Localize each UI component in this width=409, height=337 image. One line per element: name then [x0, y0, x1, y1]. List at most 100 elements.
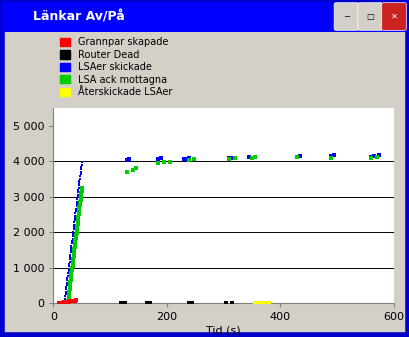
Point [72, 240, 79, 245]
Point [64, 299, 71, 305]
Point [70, 224, 77, 230]
Point [72, 206, 79, 211]
Point [69, 238, 75, 244]
Point [69, 236, 76, 241]
Point [77, 171, 83, 177]
Point [68, 299, 74, 304]
Legend: Grannpar skapade, Router Dead, LSAer skickade, LSA ack mottagna, Återskickade LS: Grannpar skapade, Router Dead, LSAer ski… [58, 35, 173, 99]
Point [74, 221, 81, 226]
Point [72, 242, 78, 247]
Point [69, 241, 75, 246]
Point [70, 298, 76, 304]
Point [56, 300, 63, 306]
Point [256, 300, 263, 305]
Point [75, 183, 82, 188]
Point [63, 282, 70, 287]
Point [72, 213, 79, 218]
Point [71, 222, 77, 227]
Point [160, 159, 167, 165]
Point [155, 160, 161, 165]
X-axis label: Tid (s): Tid (s) [206, 325, 240, 335]
Point [231, 155, 238, 160]
Point [76, 181, 83, 186]
Text: −: − [342, 12, 349, 21]
Point [77, 197, 83, 203]
Point [78, 193, 84, 198]
Point [69, 261, 76, 266]
Point [251, 155, 257, 160]
Point [78, 186, 85, 191]
Point [72, 298, 79, 303]
Point [254, 300, 260, 305]
Point [225, 156, 232, 161]
Point [60, 300, 66, 305]
Point [66, 261, 72, 267]
Point [72, 233, 79, 238]
Point [66, 289, 72, 294]
Point [186, 157, 192, 162]
Point [70, 227, 77, 232]
Point [330, 153, 337, 158]
Point [62, 289, 69, 295]
Point [65, 294, 72, 299]
Point [65, 273, 71, 278]
Text: ✕: ✕ [389, 12, 397, 21]
Point [67, 279, 74, 285]
Point [74, 223, 80, 228]
Point [183, 156, 189, 161]
Point [190, 156, 197, 162]
Point [186, 155, 192, 161]
Point [61, 301, 68, 306]
Point [67, 277, 74, 282]
Point [68, 245, 74, 250]
Point [74, 218, 81, 224]
Point [262, 300, 269, 305]
Point [65, 301, 71, 306]
Point [57, 300, 64, 306]
Point [72, 235, 79, 240]
Point [65, 271, 71, 276]
Point [68, 243, 74, 248]
Point [225, 156, 232, 162]
Point [76, 205, 83, 210]
Point [76, 176, 83, 181]
Point [66, 286, 73, 292]
Point [61, 300, 68, 305]
Point [367, 155, 373, 160]
Point [69, 263, 76, 269]
Point [62, 294, 68, 299]
Point [58, 300, 64, 305]
Point [259, 300, 266, 305]
Point [70, 251, 77, 257]
Point [76, 174, 83, 179]
Point [293, 154, 300, 160]
Point [71, 298, 77, 303]
Point [186, 300, 192, 305]
Point [75, 187, 81, 193]
Text: Länkar Av/På: Länkar Av/På [33, 10, 124, 23]
Point [293, 155, 300, 160]
Point [231, 156, 238, 161]
Point [66, 257, 73, 262]
Point [73, 201, 80, 207]
Point [68, 272, 74, 278]
Point [60, 300, 67, 305]
Point [77, 169, 83, 174]
Point [228, 300, 235, 305]
Point [71, 247, 77, 252]
Point [70, 298, 77, 304]
Point [64, 277, 71, 283]
Point [67, 299, 74, 304]
Point [67, 247, 74, 253]
Point [180, 156, 187, 162]
Point [75, 212, 82, 217]
Point [65, 299, 71, 304]
Point [76, 178, 83, 184]
Point [69, 298, 76, 304]
Point [66, 291, 72, 297]
Point [189, 300, 195, 305]
Point [265, 300, 272, 305]
Point [62, 299, 69, 305]
Point [74, 197, 80, 202]
Point [63, 287, 70, 292]
